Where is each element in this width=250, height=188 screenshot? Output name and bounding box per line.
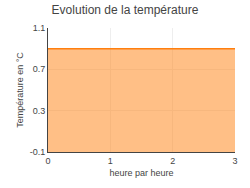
svg-text:3: 3	[232, 156, 237, 166]
svg-text:0.3: 0.3	[33, 106, 46, 116]
svg-text:2: 2	[170, 156, 175, 166]
svg-text:1.1: 1.1	[33, 23, 46, 33]
svg-text:-0.1: -0.1	[30, 147, 46, 157]
svg-text:Evolution de la température: Evolution de la température	[52, 3, 199, 17]
svg-text:0: 0	[45, 156, 50, 166]
svg-text:Température en °C: Température en °C	[15, 52, 25, 128]
svg-text:heure par heure: heure par heure	[109, 168, 173, 178]
svg-text:1: 1	[108, 156, 113, 166]
svg-text:0.7: 0.7	[33, 64, 46, 74]
